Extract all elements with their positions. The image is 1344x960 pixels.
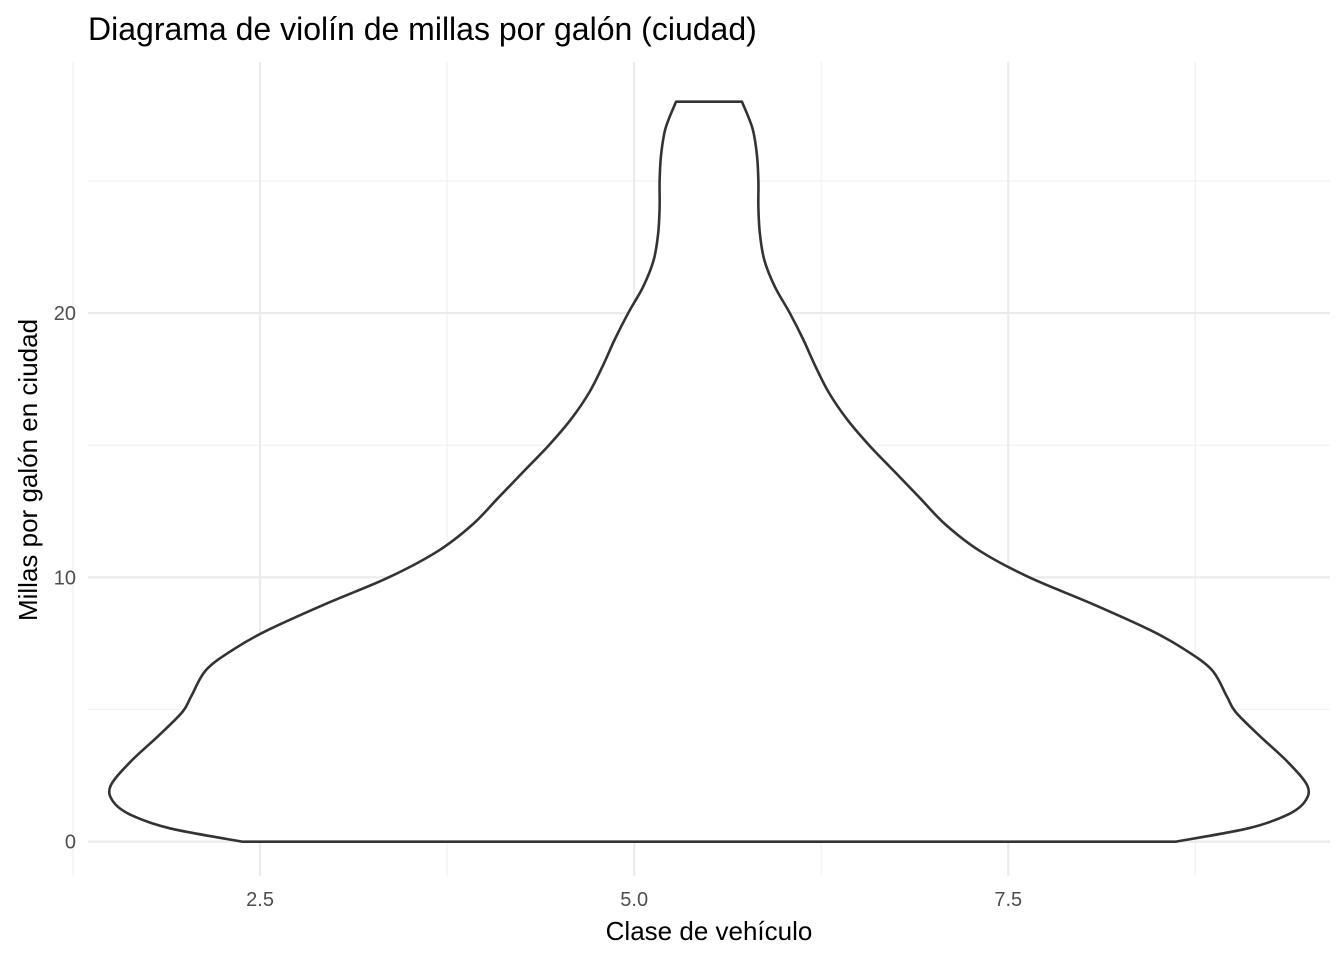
- y-tick-label: 20: [54, 303, 76, 325]
- y-tick-label: 10: [54, 567, 76, 589]
- violin-layer: [107, 100, 1311, 843]
- x-axis-title: Clase de vehículo: [606, 916, 813, 946]
- y-tick-label: 0: [65, 832, 76, 854]
- x-tick-label: 5.0: [620, 889, 648, 911]
- x-tick-label: 2.5: [246, 889, 274, 911]
- y-axis-title: Millas por galón en ciudad: [13, 319, 43, 621]
- y-tick-labels: 0 10 20: [54, 303, 76, 854]
- chart-title: Diagrama de violín de millas por galón (…: [88, 11, 757, 47]
- x-tick-label: 7.5: [994, 889, 1022, 911]
- x-tick-labels: 2.5 5.0 7.5: [246, 889, 1022, 911]
- violin-shape: [107, 100, 1311, 843]
